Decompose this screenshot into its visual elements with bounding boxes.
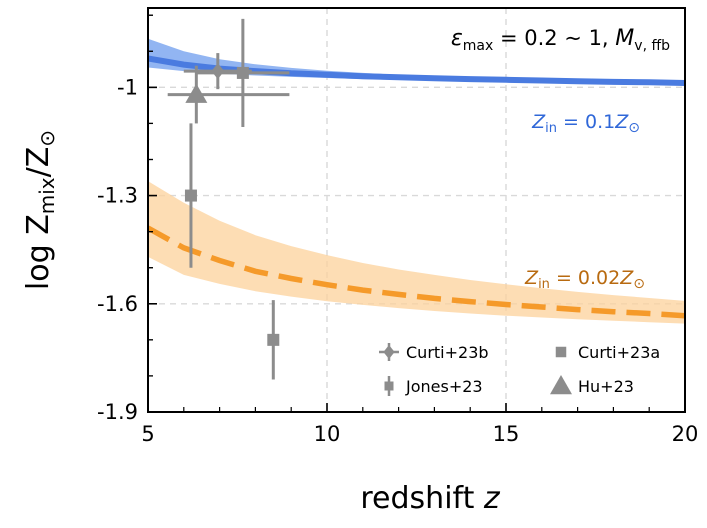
- x-tick-label: 5: [141, 422, 154, 446]
- marker-square: [267, 333, 280, 346]
- band-low-metal: [148, 181, 685, 324]
- series-label-low: Zin = 0.02Z⊙: [524, 267, 645, 292]
- obs-point-curti-23a: [184, 123, 197, 268]
- observations: [167, 18, 290, 380]
- marker-square: [184, 189, 197, 202]
- legend-glyph: [384, 381, 394, 391]
- legend-glyph: [383, 345, 395, 359]
- marker-square-errbar: [236, 66, 249, 79]
- series-line-low-metal: [148, 225, 685, 319]
- obs-point-curti-23a: [267, 300, 280, 380]
- legend-entry-curti23b: Curti+23b: [379, 343, 489, 362]
- legend-marker-triangle: [550, 375, 572, 395]
- x-tick-label: 20: [672, 422, 699, 446]
- obs-point-jones-23: [196, 18, 290, 128]
- x-tick-label: 15: [493, 422, 520, 446]
- legend-entry-hu23: Hu+23: [550, 375, 634, 396]
- legend-entry-jones23: Jones+23: [384, 376, 483, 396]
- legend-label: Curti+23a: [578, 343, 660, 362]
- legend-glyph: [555, 346, 567, 358]
- legend-label: Curti+23b: [406, 343, 489, 362]
- y-axis-title: log Zmix/Z⊙: [21, 130, 59, 290]
- legend-glyph: [550, 375, 572, 395]
- obs-point-hu-23: [167, 65, 290, 124]
- y-tick-label: -1: [117, 75, 138, 99]
- model-annotation: εmax = 0.2 ∼ 1, Mv, ffb: [451, 26, 670, 54]
- legend-label: Hu+23: [578, 377, 634, 396]
- x-tick-label: 10: [314, 422, 341, 446]
- x-axis-title: redshift z: [360, 481, 501, 516]
- marker-diamond: [211, 63, 225, 80]
- legend-entry-curti23a: Curti+23a: [555, 343, 660, 362]
- y-tick-label: -1.6: [97, 292, 138, 316]
- y-tick-label: -1.3: [97, 184, 138, 208]
- series-label-high: Zin = 0.1Z⊙: [531, 111, 640, 136]
- legend: Curti+23b Curti+23a Jones+23 Hu+23: [379, 343, 660, 396]
- plot-frame: [147, 7, 686, 413]
- legend-marker-square: [555, 346, 567, 358]
- legend-label: Jones+23: [405, 377, 483, 396]
- legend-marker-diamond: [379, 343, 399, 361]
- axis-ticks: 5 10 15 20 -1.9 -1.6 -1.3 -1: [97, 14, 699, 446]
- marker-triangle: [185, 83, 208, 103]
- y-tick-label: -1.9: [97, 400, 138, 424]
- legend-marker-square-errbar: [384, 376, 394, 396]
